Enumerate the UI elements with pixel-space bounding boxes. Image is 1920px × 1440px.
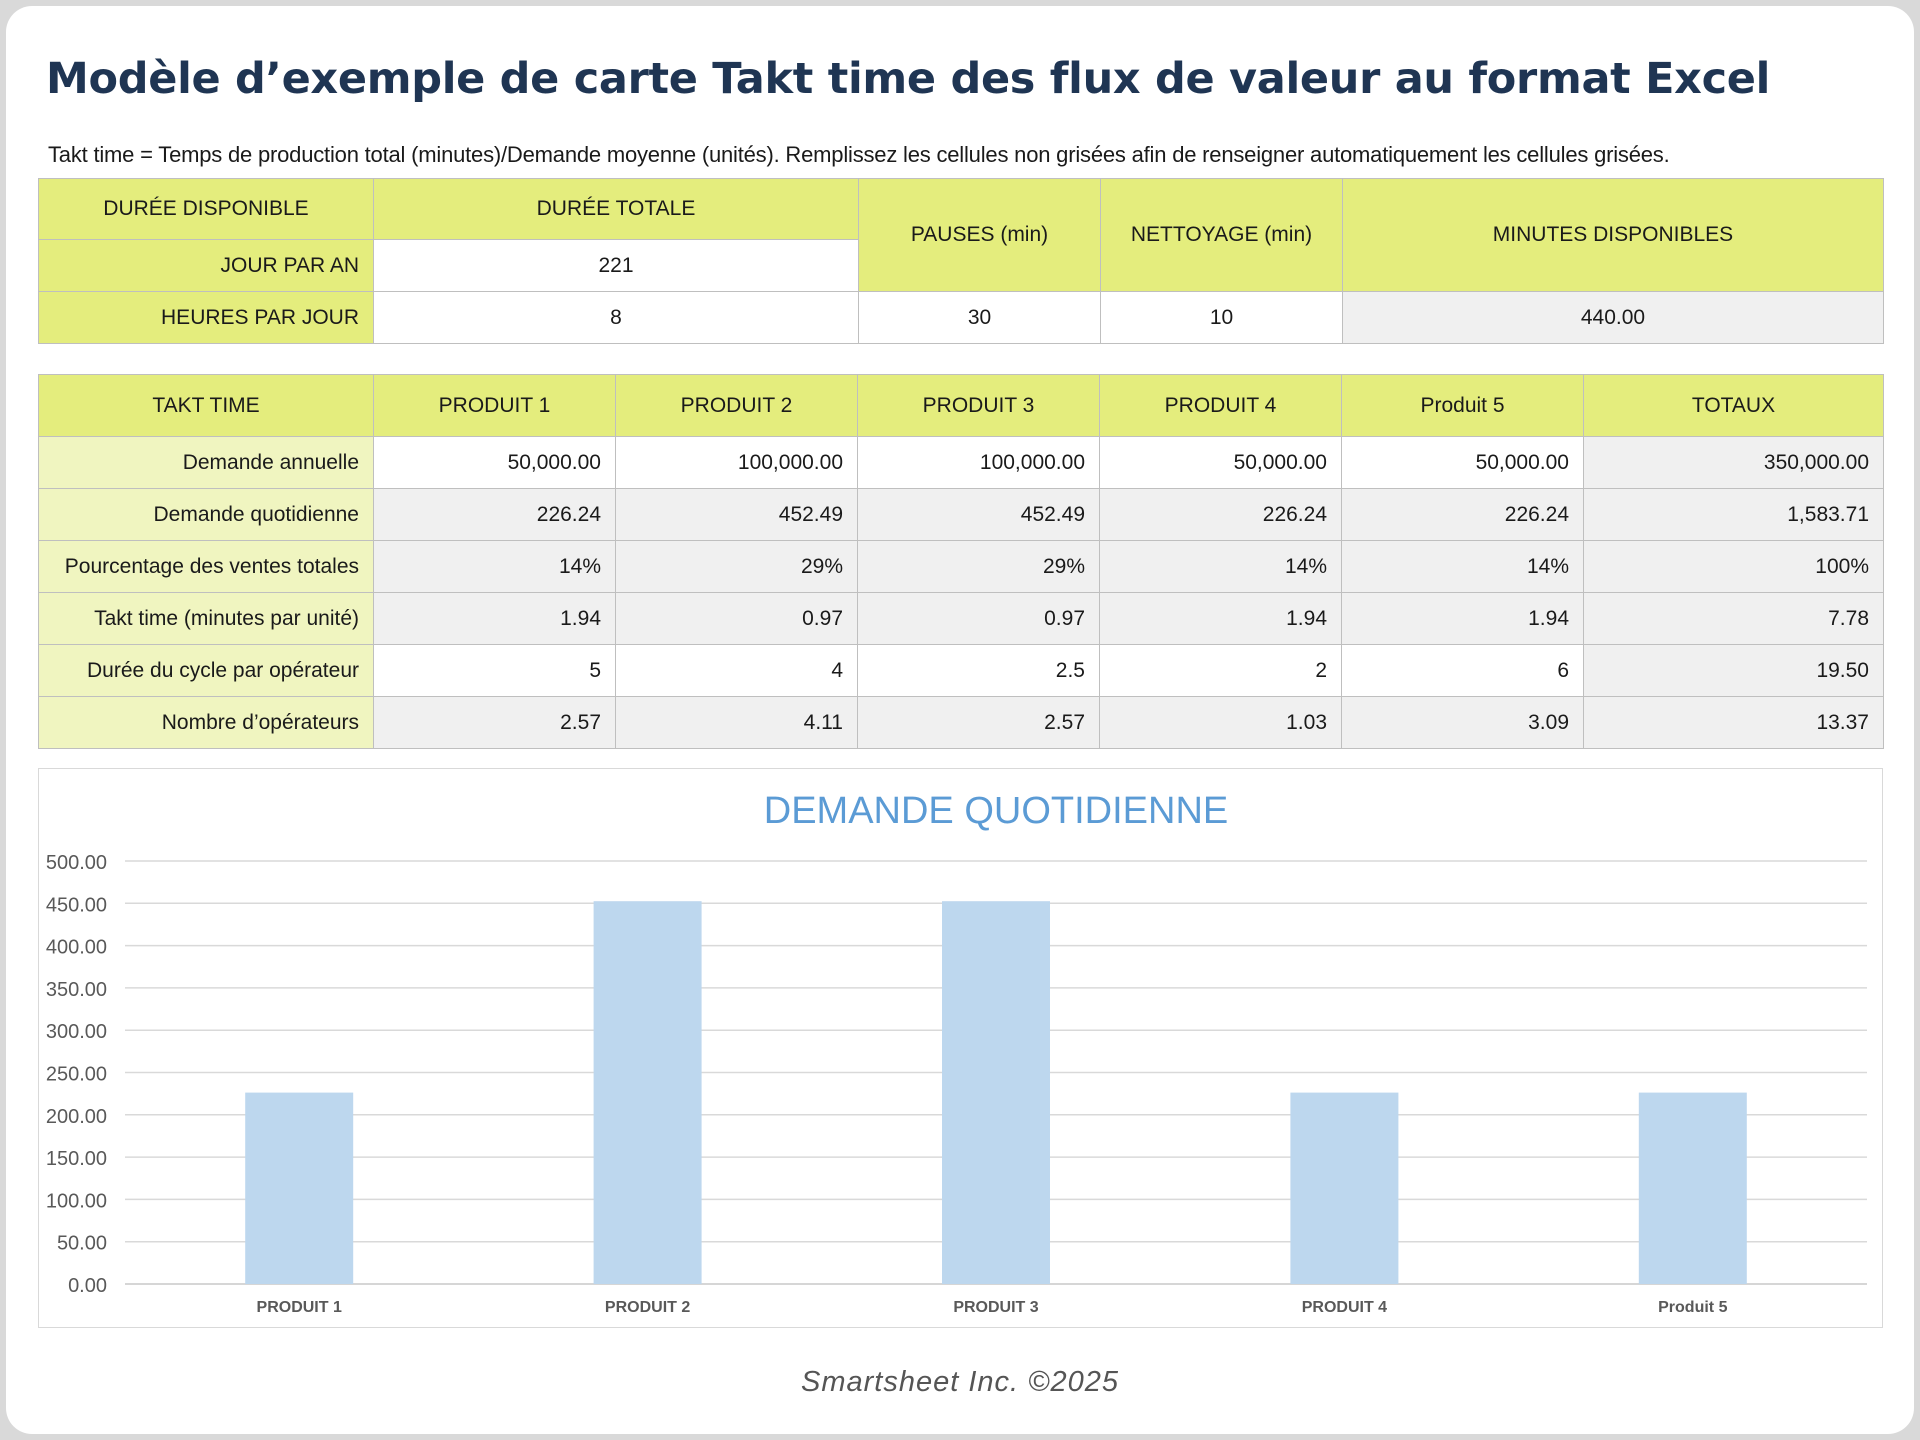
header-takt-time: TAKT TIME bbox=[38, 374, 374, 437]
x-tick-label: Produit 5 bbox=[1658, 1299, 1727, 1316]
cell-calc: 14% bbox=[1099, 540, 1342, 593]
y-tick-label: 250.00 bbox=[46, 1064, 107, 1086]
x-tick-label: PRODUIT 4 bbox=[1302, 1299, 1387, 1316]
cell-input[interactable]: 50,000.00 bbox=[1099, 436, 1342, 489]
cell-input[interactable]: 100,000.00 bbox=[615, 436, 858, 489]
row-label: Durée du cycle par opérateur bbox=[38, 644, 374, 697]
bar bbox=[245, 1092, 354, 1284]
chart-title: DEMANDE QUOTIDIENNE bbox=[764, 790, 1228, 832]
row-takt-time: Takt time (minutes par unité) 1.94 0.97 … bbox=[38, 592, 1884, 645]
y-tick-label: 50.00 bbox=[57, 1233, 107, 1255]
cell-input[interactable]: 50,000.00 bbox=[1341, 436, 1584, 489]
pauses-input[interactable]: 30 bbox=[858, 291, 1101, 344]
cell-calc: 1.94 bbox=[373, 592, 616, 645]
instructions-text: Takt time = Temps de production total (m… bbox=[48, 142, 1670, 167]
cell-calc: 14% bbox=[373, 540, 616, 593]
y-tick-label: 100.00 bbox=[46, 1190, 107, 1212]
x-tick-label: PRODUIT 2 bbox=[605, 1299, 690, 1316]
row-demande-quotidienne: Demande quotidienne 226.24 452.49 452.49… bbox=[38, 488, 1884, 541]
cell-calc: 452.49 bbox=[615, 488, 858, 541]
cell-calc: 226.24 bbox=[1341, 488, 1584, 541]
y-tick-label: 400.00 bbox=[46, 937, 107, 959]
row-label: Demande annuelle bbox=[38, 436, 374, 489]
cell-calc: 29% bbox=[615, 540, 858, 593]
header-minutes-disponibles: MINUTES DISPONIBLES bbox=[1342, 178, 1884, 292]
row-duree-cycle: Durée du cycle par opérateur 5 4 2.5 2 6… bbox=[38, 644, 1884, 697]
header-duree-disponible: DURÉE DISPONIBLE bbox=[38, 178, 374, 240]
nettoyage-input[interactable]: 10 bbox=[1100, 291, 1343, 344]
header-produit-4: PRODUIT 4 bbox=[1099, 374, 1342, 437]
y-tick-label: 200.00 bbox=[46, 1106, 107, 1128]
y-tick-label: 350.00 bbox=[46, 979, 107, 1001]
row-pourcentage-ventes: Pourcentage des ventes totales 14% 29% 2… bbox=[38, 540, 1884, 593]
y-tick-label: 0.00 bbox=[68, 1275, 107, 1297]
header-totaux: TOTAUX bbox=[1583, 374, 1884, 437]
daily-demand-chart: DEMANDE QUOTIDIENNE 0.00 50.00 100.00 150.00… bbox=[38, 768, 1883, 1328]
row-nombre-operateurs: Nombre d’opérateurs 2.57 4.11 2.57 1.03 … bbox=[38, 696, 1884, 749]
takt-time-table: TAKT TIME PRODUIT 1 PRODUIT 2 PRODUIT 3 … bbox=[38, 374, 1884, 749]
cell-total: 19.50 bbox=[1583, 644, 1884, 697]
cell-calc: 0.97 bbox=[615, 592, 858, 645]
bar bbox=[1638, 1092, 1747, 1284]
y-tick-label: 500.00 bbox=[46, 852, 107, 874]
chart-svg: DEMANDE QUOTIDIENNE 0.00 50.00 100.00 150.00… bbox=[46, 790, 1867, 1316]
row-label: Takt time (minutes par unité) bbox=[38, 592, 374, 645]
row-label: Demande quotidienne bbox=[38, 488, 374, 541]
label-heures-par-jour: HEURES PAR JOUR bbox=[38, 291, 374, 344]
bar bbox=[942, 901, 1050, 1284]
cell-input[interactable]: 50,000.00 bbox=[373, 436, 616, 489]
y-tick-label: 150.00 bbox=[46, 1148, 107, 1170]
cell-total: 100% bbox=[1583, 540, 1884, 593]
label-jour-par-an: JOUR PAR AN bbox=[38, 239, 374, 292]
availability-table: DURÉE DISPONIBLE DURÉE TOTALE PAUSES (mi… bbox=[38, 178, 1884, 344]
cell-calc: 226.24 bbox=[1099, 488, 1342, 541]
cell-calc: 3.09 bbox=[1341, 696, 1584, 749]
header-nettoyage: NETTOYAGE (min) bbox=[1100, 178, 1343, 292]
cell-calc: 0.97 bbox=[857, 592, 1100, 645]
bar bbox=[593, 901, 702, 1284]
cell-input[interactable]: 4 bbox=[615, 644, 858, 697]
heures-par-jour-input[interactable]: 8 bbox=[373, 291, 859, 344]
cell-total: 350,000.00 bbox=[1583, 436, 1884, 489]
header-pauses: PAUSES (min) bbox=[858, 178, 1101, 292]
cell-calc: 14% bbox=[1341, 540, 1584, 593]
header-duree-totale: DURÉE TOTALE bbox=[373, 178, 859, 240]
cell-calc: 226.24 bbox=[373, 488, 616, 541]
header-produit-5: Produit 5 bbox=[1341, 374, 1584, 437]
cell-total: 1,583.71 bbox=[1583, 488, 1884, 541]
cell-calc: 452.49 bbox=[857, 488, 1100, 541]
header-produit-2: PRODUIT 2 bbox=[615, 374, 858, 437]
cell-input[interactable]: 100,000.00 bbox=[857, 436, 1100, 489]
jour-par-an-input[interactable]: 221 bbox=[373, 239, 859, 292]
cell-calc: 2.57 bbox=[857, 696, 1100, 749]
cell-calc: 4.11 bbox=[615, 696, 858, 749]
header-produit-3: PRODUIT 3 bbox=[857, 374, 1100, 437]
cell-input[interactable]: 6 bbox=[1341, 644, 1584, 697]
cell-calc: 1.94 bbox=[1099, 592, 1342, 645]
cell-calc: 1.94 bbox=[1341, 592, 1584, 645]
cell-calc: 2.57 bbox=[373, 696, 616, 749]
x-tick-label: PRODUIT 3 bbox=[953, 1299, 1038, 1316]
footer-copyright: Smartsheet Inc. ©2025 bbox=[800, 1366, 1120, 1398]
y-tick-label: 450.00 bbox=[46, 894, 107, 916]
cell-total: 7.78 bbox=[1583, 592, 1884, 645]
y-tick-label: 300.00 bbox=[46, 1021, 107, 1043]
cell-calc: 1.03 bbox=[1099, 696, 1342, 749]
cell-input[interactable]: 5 bbox=[373, 644, 616, 697]
cell-input[interactable]: 2 bbox=[1099, 644, 1342, 697]
header-produit-1: PRODUIT 1 bbox=[373, 374, 616, 437]
cell-calc: 29% bbox=[857, 540, 1100, 593]
row-demande-annuelle: Demande annuelle 50,000.00 100,000.00 10… bbox=[38, 436, 1884, 489]
bar bbox=[1290, 1092, 1399, 1284]
page-title: Modèle d’exemple de carte Takt time des … bbox=[46, 54, 1771, 104]
cell-input[interactable]: 2.5 bbox=[857, 644, 1100, 697]
row-label: Nombre d’opérateurs bbox=[38, 696, 374, 749]
minutes-disponibles-value: 440.00 bbox=[1342, 291, 1884, 344]
cell-total: 13.37 bbox=[1583, 696, 1884, 749]
row-label: Pourcentage des ventes totales bbox=[38, 540, 374, 593]
x-tick-label: PRODUIT 1 bbox=[257, 1299, 342, 1316]
